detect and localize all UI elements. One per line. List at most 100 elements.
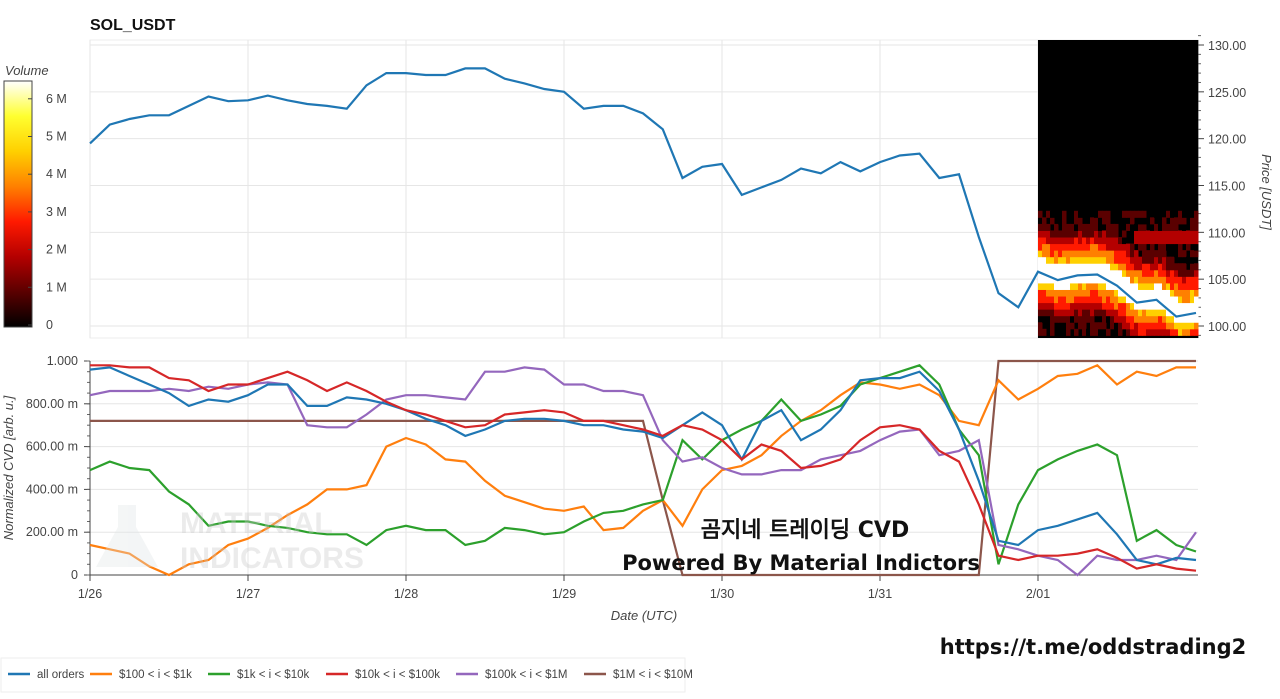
heatmap-cell: [1122, 309, 1127, 317]
heatmap-cell: [1138, 289, 1143, 297]
heatmap-cell: [1118, 282, 1123, 290]
heatmap-cell: [1170, 276, 1175, 284]
heatmap-cell: [1138, 256, 1143, 264]
legend-item[interactable]: all orders: [37, 669, 85, 681]
heatmap-cell: [1194, 217, 1199, 225]
heatmap-cell: [1086, 296, 1091, 304]
heatmap-cell: [1066, 223, 1071, 231]
heatmap-cell: [1194, 315, 1199, 323]
heatmap-cell: [1162, 223, 1167, 231]
heatmap-cell: [1190, 328, 1195, 336]
heatmap-cell: [1074, 210, 1079, 218]
heatmap-cell: [1162, 309, 1167, 317]
heatmap-cell: [1054, 230, 1059, 238]
heatmap-cell: [1066, 263, 1071, 271]
heatmap-cell: [1174, 296, 1179, 304]
heatmap-cell: [1138, 237, 1143, 245]
heatmap-cell: [1154, 322, 1159, 330]
heatmap-cell: [1186, 302, 1191, 310]
heatmap-cell: [1050, 217, 1055, 225]
heatmap-cell: [1074, 269, 1079, 277]
legend: all orders $100 < i < $1k $1k < i < $10k $1…: [8, 669, 693, 681]
heatmap-cell: [1102, 237, 1107, 245]
heatmap-cell: [1190, 263, 1195, 271]
heatmap-cell: [1150, 237, 1155, 245]
heatmap-cell: [1194, 276, 1199, 284]
heatmap-cell: [1134, 289, 1139, 297]
heatmap-cell: [1098, 223, 1103, 231]
heatmap-cell: [1154, 269, 1159, 277]
heatmap-cell: [1134, 282, 1139, 290]
heatmap-cell: [1078, 263, 1083, 271]
date-tick-label: 1/31: [868, 587, 892, 601]
heatmap-cell: [1118, 296, 1123, 304]
heatmap-cell: [1062, 302, 1067, 310]
heatmap-cell: [1094, 263, 1099, 271]
heatmap-cell: [1154, 302, 1159, 310]
heatmap-cell: [1058, 269, 1063, 277]
heatmap-cell: [1050, 328, 1055, 336]
heatmap-cell: [1190, 302, 1195, 310]
heatmap-cell: [1126, 315, 1131, 323]
heatmap-cell: [1122, 243, 1127, 251]
heatmap-cell: [1134, 276, 1139, 284]
heatmap-cell: [1062, 296, 1067, 304]
heatmap-cell: [1098, 289, 1103, 297]
heatmap-cell: [1106, 217, 1111, 225]
heatmap-cell: [1174, 250, 1179, 258]
heatmap-cell: [1054, 237, 1059, 245]
heatmap-cell: [1062, 289, 1067, 297]
heatmap-cell: [1070, 263, 1075, 271]
heatmap-cell: [1190, 276, 1195, 284]
heatmap-cell: [1082, 315, 1087, 323]
heatmap-cell: [1190, 217, 1195, 225]
heatmap-cell: [1182, 223, 1187, 231]
heatmap-cell: [1154, 237, 1159, 245]
heatmap-cell: [1106, 289, 1111, 297]
legend-item[interactable]: $1M < i < $10M: [613, 669, 693, 681]
heatmap-cell: [1082, 256, 1087, 264]
heatmap-cell: [1130, 217, 1135, 225]
heatmap-cell: [1070, 302, 1075, 310]
heatmap-cell: [1194, 309, 1199, 317]
heatmap-cell: [1066, 322, 1071, 330]
heatmap-cell: [1090, 276, 1095, 284]
heatmap-cell: [1138, 309, 1143, 317]
heatmap-cell: [1130, 256, 1135, 264]
heatmap-cell: [1078, 223, 1083, 231]
heatmap-cell: [1042, 302, 1047, 310]
heatmap-cell: [1162, 230, 1167, 238]
heatmap-cell: [1050, 302, 1055, 310]
cvd-line-3: [90, 364, 1197, 572]
heatmap-cell: [1154, 328, 1159, 336]
heatmap-cell: [1098, 276, 1103, 284]
legend-item[interactable]: $10k < i < $100k: [355, 669, 440, 681]
heatmap-cell: [1130, 250, 1135, 258]
legend-item[interactable]: $100 < i < $1k: [119, 669, 192, 681]
heatmap-cell: [1166, 296, 1171, 304]
heatmap-cell: [1046, 296, 1051, 304]
date-axis-label: Date (UTC): [611, 608, 677, 623]
heatmap-cell: [1054, 302, 1059, 310]
heatmap-cell: [1158, 223, 1163, 231]
heatmap-cell: [1166, 210, 1171, 218]
heatmap-cell: [1114, 269, 1119, 277]
price-tick-label: 110.00: [1208, 226, 1245, 240]
legend-item[interactable]: $1k < i < $10k: [237, 669, 309, 681]
heatmap-cell: [1130, 210, 1135, 218]
heatmap-cell: [1110, 263, 1115, 271]
legend-item[interactable]: $100k < i < $1M: [485, 669, 567, 681]
heatmap-cell: [1094, 237, 1099, 245]
heatmap-cell: [1094, 223, 1099, 231]
heatmap-cell: [1106, 237, 1111, 245]
cvd-tick-label: 800.00 m: [26, 397, 78, 411]
heatmap-cell: [1150, 269, 1155, 277]
heatmap-cell: [1190, 322, 1195, 330]
heatmap-cell: [1178, 263, 1183, 271]
heatmap-cell: [1114, 237, 1119, 245]
heatmap-cell: [1042, 223, 1047, 231]
heatmap-cell: [1194, 250, 1199, 258]
heatmap-cell: [1130, 243, 1135, 251]
heatmap-cell: [1042, 315, 1047, 323]
heatmap-cell: [1090, 296, 1095, 304]
